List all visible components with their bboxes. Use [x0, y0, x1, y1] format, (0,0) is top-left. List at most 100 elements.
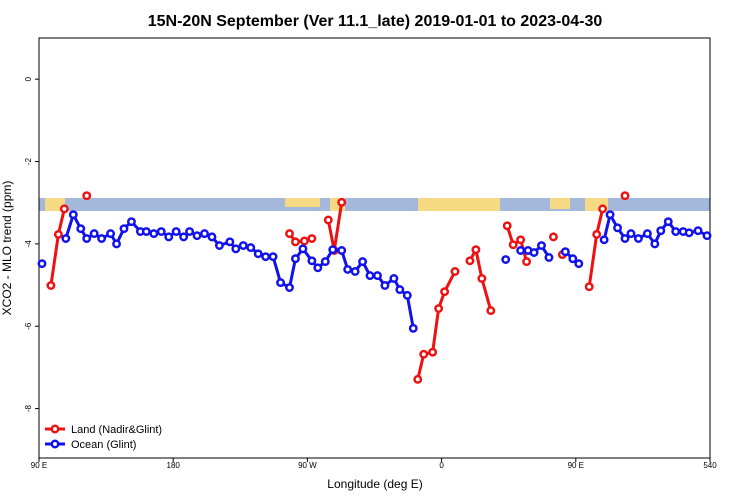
x-tick-label: 180 — [167, 461, 181, 470]
data-point — [365, 271, 375, 281]
data-point — [313, 263, 323, 273]
plot-frame — [38, 37, 711, 459]
data-point — [149, 229, 159, 239]
data-point — [268, 252, 278, 262]
data-point — [560, 247, 570, 257]
data-point — [598, 204, 608, 214]
data-point — [164, 232, 174, 242]
data-point — [82, 191, 92, 201]
data-point — [402, 290, 412, 300]
data-point — [106, 229, 116, 239]
data-point — [200, 229, 209, 239]
data-point — [225, 237, 235, 247]
data-point — [231, 244, 241, 254]
data-point — [141, 227, 151, 236]
data-point — [613, 223, 623, 233]
data-point — [291, 254, 300, 264]
data-point — [413, 374, 423, 384]
y-tick-label: -4 — [24, 240, 33, 248]
data-point — [626, 229, 636, 239]
data-point — [605, 210, 615, 220]
data-point — [320, 257, 330, 267]
data-point — [477, 274, 487, 283]
legend-marker — [50, 439, 60, 449]
data-point — [656, 226, 666, 236]
legend-label: Land (Nadir&Glint) — [71, 424, 162, 436]
data-point — [599, 235, 609, 245]
x-tick-label: 90 E — [31, 461, 47, 470]
data-point — [380, 281, 390, 290]
data-point — [185, 227, 195, 236]
data-point — [214, 241, 224, 250]
data-point — [693, 226, 703, 236]
data-point — [156, 227, 166, 236]
x-tick-label: 0 — [439, 461, 444, 470]
data-point — [207, 232, 217, 242]
data-point — [37, 259, 47, 269]
data-point — [61, 234, 71, 243]
data-point — [671, 227, 681, 236]
y-tick-label: -2 — [24, 157, 33, 165]
data-point — [82, 234, 92, 243]
data-point — [544, 253, 554, 262]
y-tick-label: 0 — [24, 76, 33, 81]
data-point — [343, 264, 353, 274]
data-point — [537, 241, 546, 250]
data-point — [68, 210, 78, 220]
data-point — [502, 221, 512, 231]
y-axis-label: XCO2 - MLO trend (ppm) — [0, 181, 14, 316]
data-point — [59, 204, 69, 214]
data-point — [633, 234, 643, 243]
data-point — [53, 229, 63, 239]
data-point — [350, 267, 360, 276]
y-tick-label: -8 — [24, 404, 33, 412]
data-point — [299, 236, 309, 246]
data-point — [89, 229, 99, 239]
data-point — [253, 249, 263, 259]
data-point — [642, 229, 652, 239]
chart-title: 15N-20N September (Ver 11.1_late) 2019-0… — [148, 13, 603, 30]
data-point — [584, 282, 594, 292]
x-tick-label: 540 — [703, 461, 717, 470]
data-point — [450, 267, 460, 276]
data-point — [434, 304, 444, 313]
x-axis-label: Longitude (deg E) — [327, 477, 422, 491]
data-point — [663, 217, 673, 227]
data-point — [529, 248, 539, 257]
data-point — [428, 347, 438, 357]
data-point — [516, 246, 526, 255]
data-point — [192, 231, 202, 241]
data-point — [276, 278, 286, 288]
data-point — [684, 228, 694, 238]
data-point — [238, 241, 248, 250]
data-point — [46, 281, 56, 290]
data-point — [440, 287, 450, 297]
data-point — [119, 224, 129, 234]
data-point — [620, 191, 630, 201]
legend-marker — [50, 424, 60, 434]
x-tick-label: 90 W — [298, 461, 317, 470]
data-point — [307, 234, 317, 243]
data-point — [307, 256, 317, 266]
data-point — [298, 244, 308, 254]
data-point — [471, 245, 481, 255]
data-point — [358, 257, 368, 267]
data-point — [501, 255, 511, 264]
data-point — [516, 235, 526, 245]
y-tick-label: -6 — [24, 322, 33, 330]
data-point — [419, 349, 429, 359]
data-point — [337, 197, 347, 207]
data-point — [97, 234, 107, 243]
legend-label: Ocean (Glint) — [71, 439, 136, 451]
data-point — [328, 245, 338, 255]
data-point — [395, 285, 405, 295]
data-point — [291, 237, 300, 247]
data-point — [574, 259, 584, 269]
data-point — [408, 323, 418, 333]
data-point — [389, 274, 399, 283]
data-point — [112, 239, 121, 249]
data-point — [285, 283, 294, 292]
data-point — [179, 232, 189, 242]
data-point — [246, 243, 256, 253]
